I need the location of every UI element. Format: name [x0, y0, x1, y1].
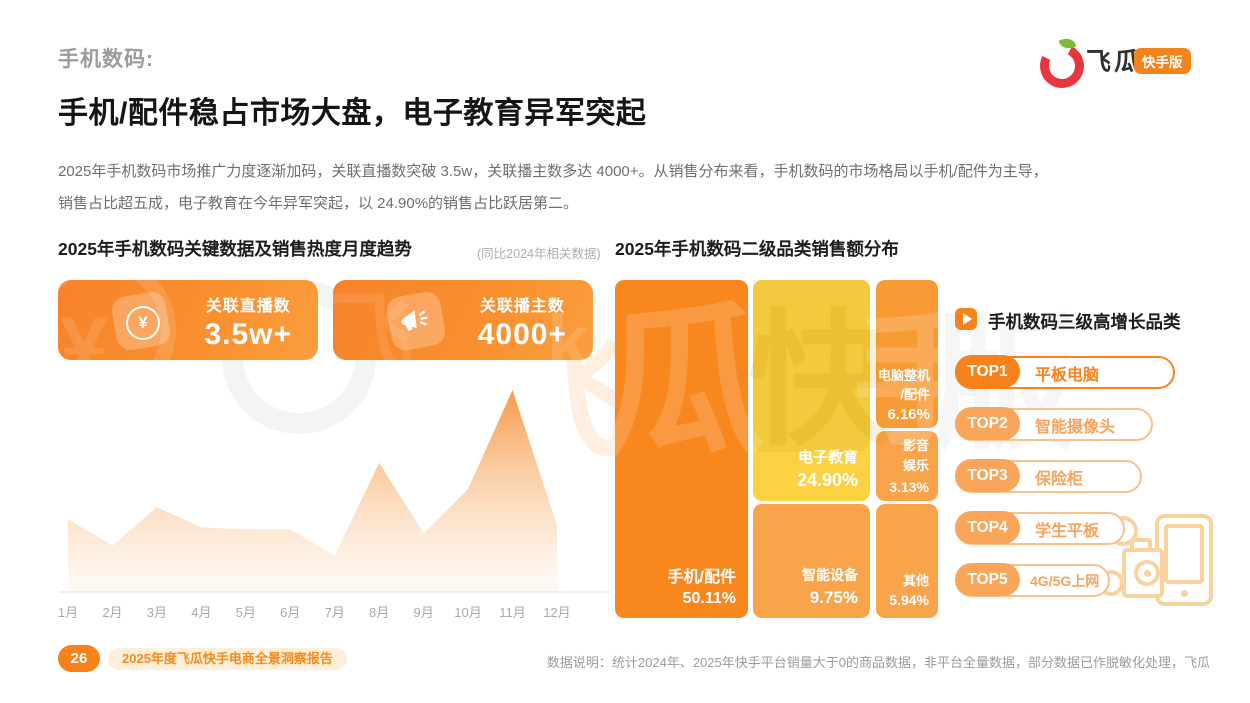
trend-section-subtitle: (同比2024年相关数据) — [477, 247, 601, 261]
category-treemap: 手机/配件 50.11% 电子教育 24.90% 智能设备 9.75% 电脑整机… — [615, 280, 938, 618]
treemap-label: 智能设备 9.75% — [802, 567, 858, 607]
brand-logo: 飞瓜 快手版 — [1034, 35, 1208, 94]
stat-label: 关联直播数 — [205, 298, 291, 315]
top5-item[interactable]: TOP5 4G/5G上网 — [955, 563, 1110, 597]
top3-item[interactable]: TOP3 保险柜 — [955, 459, 1142, 493]
month-axis-label: 10月 — [454, 605, 482, 620]
rank-label: 保险柜 — [1035, 470, 1084, 488]
top1-item[interactable]: TOP1 平板电脑 — [955, 355, 1175, 389]
month-axis-label: 1月 — [57, 605, 79, 620]
treemap-block-computers[interactable] — [876, 280, 938, 428]
stat-label: 关联播主数 — [479, 298, 565, 315]
rank-badge: TOP4 — [955, 511, 1020, 544]
play-icon — [955, 308, 977, 330]
summary-paragraph: 2025年手机数码市场推广力度逐渐加码，关联直播数突破 3.5w，关联播主数多达… — [58, 156, 1198, 220]
card-watermark: 飞 — [333, 284, 414, 360]
top2-item[interactable]: TOP2 智能摄像头 — [955, 407, 1153, 441]
stat-card-live-streams: ¥ ¥ 关联直播数 3.5w+ — [58, 280, 318, 360]
feigua-logo-icon — [1034, 35, 1090, 94]
month-axis-label: 8月 — [369, 605, 390, 620]
treemap-block-phone-accessories[interactable] — [615, 280, 748, 618]
yuan-coin-icon: ¥ — [126, 306, 160, 340]
rank-badge: TOP2 — [955, 407, 1020, 440]
treemap-label: 手机/配件 50.11% — [667, 569, 736, 607]
trend-area-svg — [58, 390, 610, 593]
treemap-block-smart-devices[interactable] — [753, 504, 870, 618]
month-axis-label: 2月 — [102, 605, 123, 620]
report-name-pill: 2025年度飞瓜快手电商全景洞察报告 — [108, 648, 347, 670]
month-axis-label: 7月 — [324, 605, 345, 620]
rank-label: 智能摄像头 — [1035, 418, 1116, 436]
rank-badge: TOP3 — [955, 459, 1020, 492]
treemap-block-others[interactable] — [876, 504, 938, 618]
yuan-watermark: ¥ — [60, 300, 108, 360]
brand-version-badge: 快手版 — [1134, 48, 1191, 74]
treemap-block-e-education[interactable] — [753, 280, 870, 501]
page-title: 手机/配件稳占市场大盘，电子教育异军突起 — [58, 97, 647, 130]
treemap-section-title: 2025年手机数码二级品类销售额分布 — [615, 239, 899, 259]
treemap-label: 电子教育 24.90% — [796, 449, 858, 490]
summary-line-2: 销售占比超五成，电子教育在今年异军突起，以 24.90%的销售占比跃居第二。 — [58, 195, 579, 212]
page-number-badge: 26 — [58, 645, 100, 672]
stat-card-broadcasters: 飞 k 关联播主数 4000+ — [333, 280, 593, 360]
top-list-title: 手机数码三级高增长品类 — [988, 312, 1181, 332]
card-watermark-k: k — [546, 300, 589, 360]
summary-line-1: 2025年手机数码市场推广力度逐渐加码，关联直播数突破 3.5w，关联播主数多达… — [58, 163, 1048, 180]
trend-chart: 1月 2月 3月 4月 5月 6月 7月 8月 9月 10月 11月 12月 — [58, 380, 610, 628]
top4-item[interactable]: TOP4 学生平板 — [955, 511, 1125, 545]
month-axis-label: 9月 — [413, 605, 434, 620]
rank-badge: TOP1 — [955, 355, 1020, 388]
treemap-label: 电脑整机 /配件 6.16% — [877, 368, 930, 423]
megaphone-icon — [397, 304, 433, 340]
treemap-label: 其他 5.94% — [889, 573, 929, 608]
stat-value: 4000+ — [477, 318, 567, 351]
rank-label: 学生平板 — [1035, 522, 1100, 540]
trend-area-shape — [68, 390, 557, 592]
category-kicker: 手机数码: — [58, 48, 154, 71]
stat-value: 3.5w+ — [204, 318, 292, 351]
month-axis-label: 11月 — [499, 605, 526, 620]
trend-section-title: 2025年手机数码关键数据及销售热度月度趋势 — [58, 239, 412, 259]
month-axis-label: 5月 — [235, 605, 256, 620]
month-axis-label: 3月 — [146, 605, 167, 620]
data-disclaimer: 数据说明：统计2024年、2025年快手平台销量大于0的商品数据，非平台全量数据… — [546, 655, 1210, 670]
rank-label: 4G/5G上网 — [1030, 572, 1100, 589]
rank-badge: TOP5 — [955, 563, 1020, 596]
treemap-block-av-entertainment[interactable] — [876, 431, 938, 501]
brand-name: 飞瓜 — [1086, 48, 1143, 76]
treemap-label: 影音 娱乐 3.13% — [889, 438, 929, 495]
month-axis-label: 12月 — [543, 605, 571, 620]
month-axis-label: 4月 — [191, 605, 212, 620]
rank-label: 平板电脑 — [1035, 366, 1100, 384]
device-decoration — [1098, 498, 1250, 618]
month-axis-label: 6月 — [280, 605, 301, 620]
